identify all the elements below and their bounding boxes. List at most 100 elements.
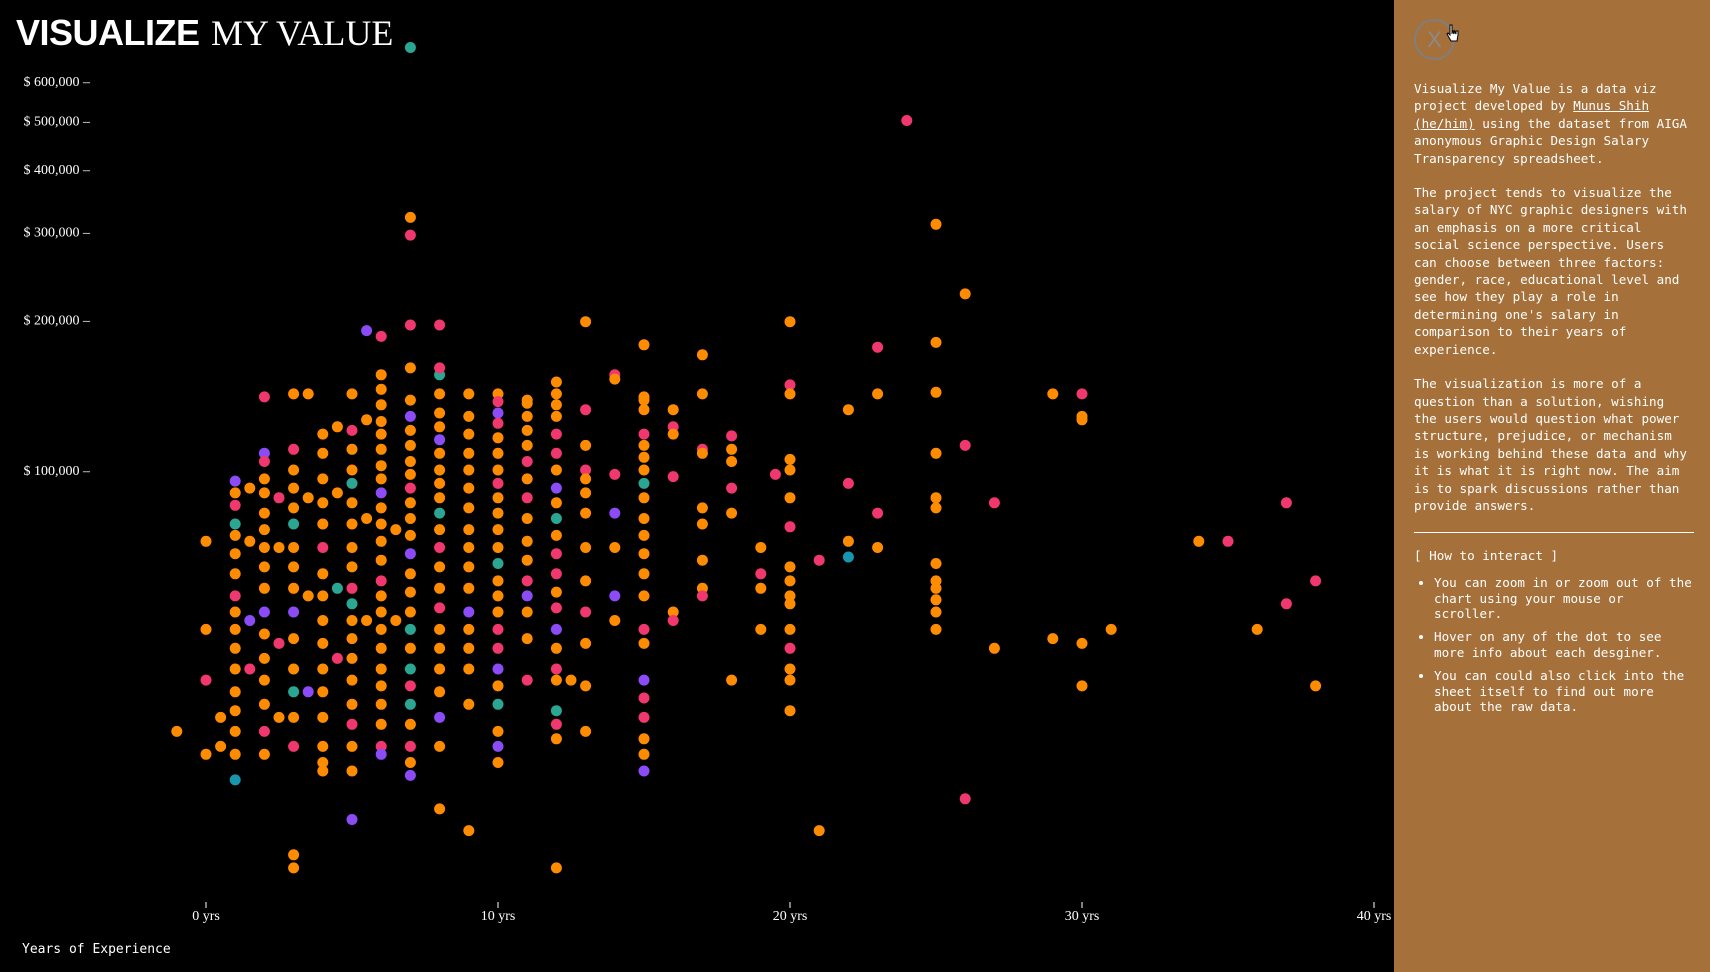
data-point[interactable] <box>317 663 329 675</box>
data-point[interactable] <box>521 473 533 485</box>
data-point[interactable] <box>404 529 416 541</box>
data-point[interactable] <box>404 757 416 768</box>
data-point[interactable] <box>580 507 592 519</box>
data-point[interactable] <box>726 443 738 455</box>
data-point[interactable] <box>638 513 650 524</box>
data-point[interactable] <box>667 615 679 626</box>
data-point[interactable] <box>346 740 358 752</box>
data-point[interactable] <box>434 492 446 504</box>
data-point[interactable] <box>317 473 329 485</box>
data-point[interactable] <box>696 590 708 602</box>
data-point[interactable] <box>930 606 942 618</box>
data-point[interactable] <box>463 447 475 459</box>
data-point[interactable] <box>434 447 446 459</box>
data-point[interactable] <box>375 698 387 710</box>
data-point[interactable] <box>580 637 592 649</box>
data-point[interactable] <box>696 388 708 400</box>
data-point[interactable] <box>492 447 504 459</box>
data-point[interactable] <box>784 453 796 465</box>
data-point[interactable] <box>244 482 256 494</box>
data-point[interactable] <box>200 623 212 635</box>
data-point[interactable] <box>521 456 533 467</box>
data-point[interactable] <box>434 388 446 400</box>
data-point[interactable] <box>346 718 358 730</box>
data-point[interactable] <box>696 554 708 566</box>
data-point[interactable] <box>317 686 329 698</box>
data-point[interactable] <box>959 439 971 451</box>
data-point[interactable] <box>521 397 533 409</box>
data-point[interactable] <box>258 524 270 536</box>
data-point[interactable] <box>317 765 329 777</box>
data-point[interactable] <box>229 475 241 487</box>
salary-scatter-chart[interactable]: $ 100,000 – $ 200,000 – $ 300,000 – $ 400,0… <box>0 0 1394 972</box>
data-point[interactable] <box>638 733 650 745</box>
data-point[interactable] <box>361 615 373 626</box>
data-point[interactable] <box>229 725 241 737</box>
data-point[interactable] <box>550 623 562 635</box>
data-point[interactable] <box>492 417 504 429</box>
data-point[interactable] <box>404 456 416 467</box>
data-point[interactable] <box>550 447 562 459</box>
data-point[interactable] <box>244 663 256 675</box>
data-point[interactable] <box>463 482 475 494</box>
data-point[interactable] <box>580 680 592 692</box>
data-point[interactable] <box>638 339 650 351</box>
data-point[interactable] <box>696 502 708 514</box>
data-point[interactable] <box>609 615 621 626</box>
data-point[interactable] <box>346 652 358 664</box>
data-point[interactable] <box>434 642 446 654</box>
data-point[interactable] <box>317 568 329 580</box>
data-point[interactable] <box>930 594 942 606</box>
data-point[interactable] <box>638 590 650 602</box>
data-point[interactable] <box>288 388 300 400</box>
data-point[interactable] <box>959 288 971 300</box>
data-point[interactable] <box>302 686 314 698</box>
data-point[interactable] <box>317 757 329 768</box>
data-point[interactable] <box>375 680 387 692</box>
data-point[interactable] <box>550 428 562 440</box>
data-point[interactable] <box>434 740 446 752</box>
data-point[interactable] <box>550 548 562 560</box>
data-point[interactable] <box>463 663 475 675</box>
data-point[interactable] <box>463 642 475 654</box>
data-point[interactable] <box>346 814 358 825</box>
data-point[interactable] <box>988 642 1000 654</box>
data-point[interactable] <box>258 748 270 760</box>
data-point[interactable] <box>346 582 358 594</box>
data-point[interactable] <box>1280 497 1292 509</box>
data-point[interactable] <box>404 548 416 560</box>
data-point[interactable] <box>492 396 504 408</box>
data-point[interactable] <box>492 606 504 618</box>
data-point[interactable] <box>346 388 358 400</box>
data-point[interactable] <box>434 524 446 536</box>
data-point[interactable] <box>288 633 300 645</box>
data-point[interactable] <box>872 507 884 519</box>
data-point[interactable] <box>258 582 270 594</box>
data-point[interactable] <box>375 473 387 485</box>
data-point[interactable] <box>434 803 446 815</box>
data-point[interactable] <box>346 698 358 710</box>
data-point[interactable] <box>434 602 446 614</box>
data-point[interactable] <box>1047 388 1059 400</box>
data-point[interactable] <box>375 554 387 566</box>
data-point[interactable] <box>317 615 329 626</box>
data-point[interactable] <box>1076 388 1088 400</box>
data-point[interactable] <box>404 424 416 436</box>
data-point[interactable] <box>638 568 650 580</box>
data-point[interactable] <box>361 513 373 524</box>
author-link[interactable]: Munus Shih (he/him) <box>1414 98 1650 131</box>
data-point[interactable] <box>755 582 767 594</box>
data-point[interactable] <box>404 718 416 730</box>
data-point[interactable] <box>521 633 533 645</box>
data-point[interactable] <box>404 468 416 480</box>
data-point[interactable] <box>1076 414 1088 426</box>
data-point[interactable] <box>492 464 504 476</box>
data-point[interactable] <box>346 674 358 686</box>
data-point[interactable] <box>404 586 416 598</box>
data-point[interactable] <box>346 615 358 626</box>
data-point[interactable] <box>726 482 738 494</box>
data-point[interactable] <box>229 518 241 530</box>
data-point[interactable] <box>390 615 402 626</box>
data-point[interactable] <box>434 711 446 723</box>
data-point[interactable] <box>463 606 475 618</box>
